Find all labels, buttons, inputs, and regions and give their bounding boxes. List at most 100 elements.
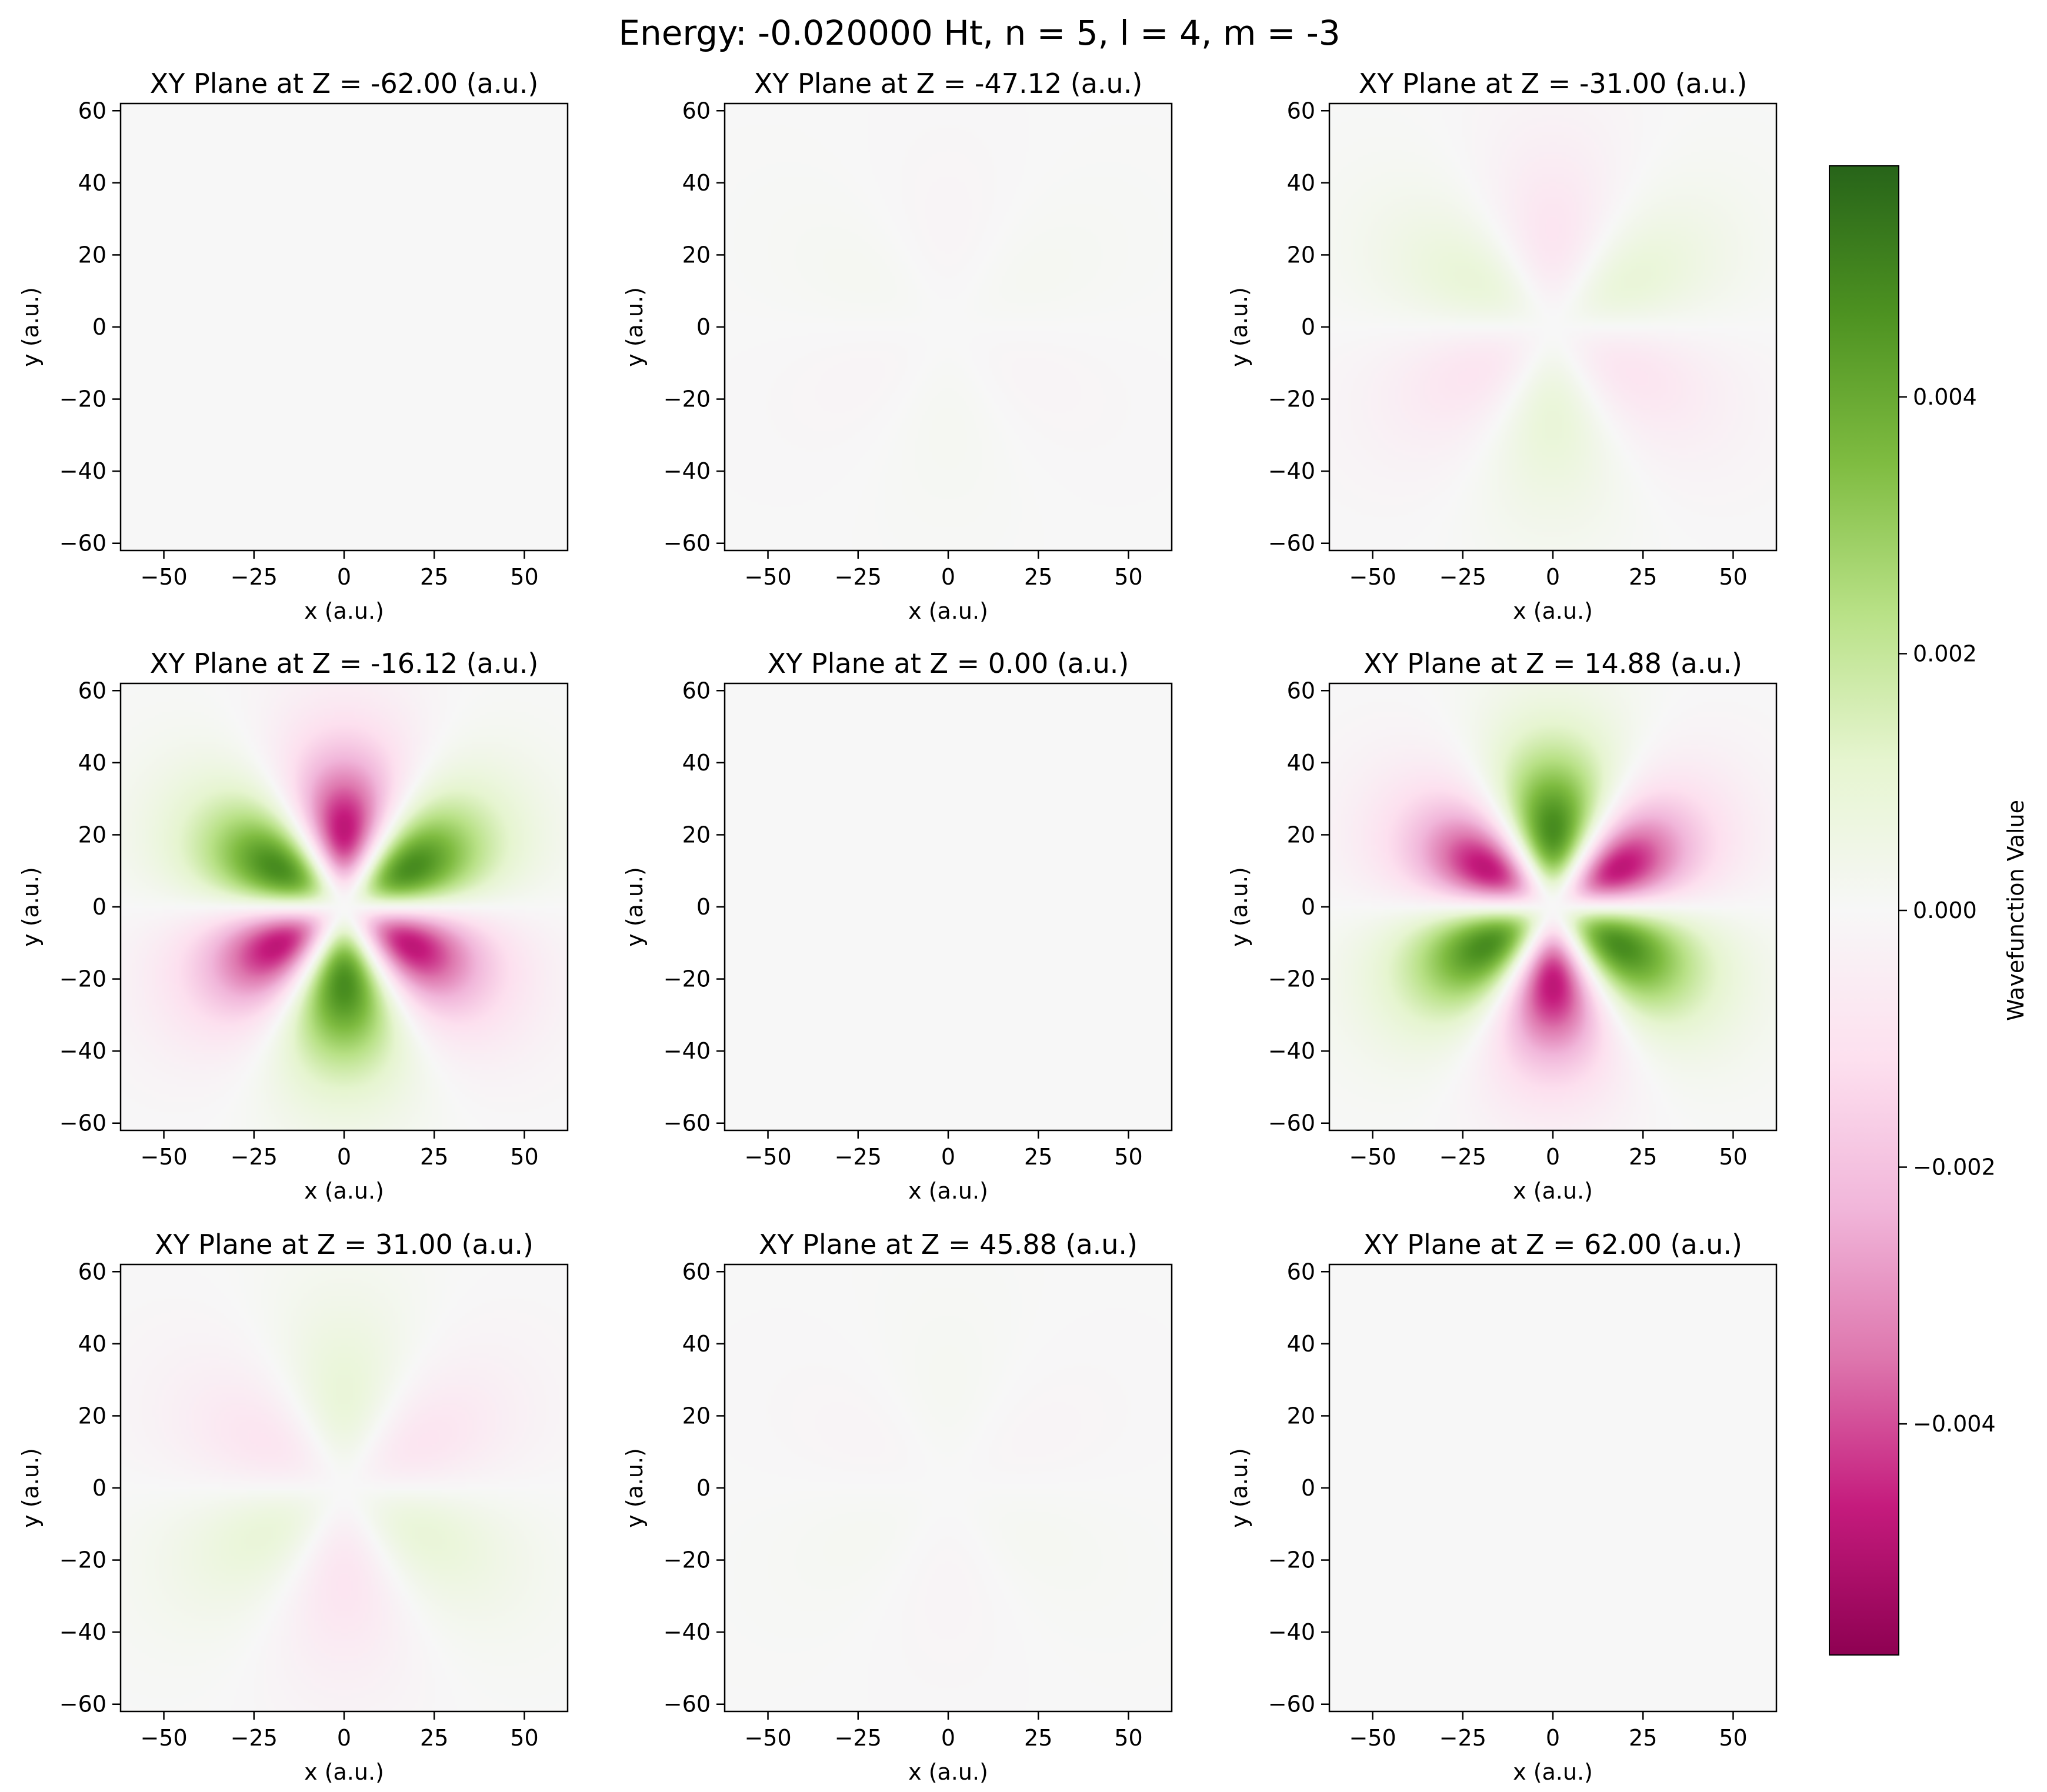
y-tick-label: 60 — [78, 1259, 106, 1284]
x-tick-label: −25 — [835, 1144, 882, 1170]
y-tick-label: 20 — [1287, 1403, 1315, 1429]
panel-grid: XY Plane at Z = -62.00 (a.u.) −50 −25 0 25 50… — [18, 68, 1778, 1785]
panel-title: XY Plane at Z = -62.00 (a.u.) — [150, 68, 539, 99]
y-tick-label: −40 — [664, 1619, 711, 1645]
heatmap-image — [1329, 683, 1776, 1130]
y-tick-label: 20 — [1287, 822, 1315, 847]
x-tick-label: 25 — [1024, 1725, 1052, 1751]
panel-7: XY Plane at Z = 31.00 (a.u.) −50 −25 0 25 50 −… — [18, 1229, 569, 1785]
y-tick-label: 0 — [1301, 314, 1315, 340]
x-tick-label: −50 — [744, 564, 791, 590]
y-tick-label: −20 — [1268, 1547, 1315, 1573]
colorbar-tick-label: 0.002 — [1913, 640, 1977, 666]
heatmap-image — [121, 104, 568, 550]
x-tick-label: −50 — [140, 564, 187, 590]
x-tick-label: −50 — [1349, 1144, 1396, 1170]
y-tick-label: −40 — [1268, 1619, 1315, 1645]
colorbar-tick-label: −0.002 — [1913, 1154, 1996, 1180]
y-tick-label: 60 — [1287, 678, 1315, 703]
panel-title: XY Plane at Z = 14.88 (a.u.) — [1363, 648, 1742, 679]
y-tick-label: −40 — [1268, 458, 1315, 484]
x-axis-label: x (a.u.) — [304, 1759, 384, 1785]
x-tick-label: 25 — [1629, 1144, 1657, 1170]
x-tick-label: −25 — [835, 1725, 882, 1751]
colorbar-gradient — [1829, 165, 1899, 1656]
x-tick-label: −25 — [1439, 1725, 1486, 1751]
x-tick-label: −25 — [231, 1725, 278, 1751]
y-tick-label: 40 — [682, 170, 711, 196]
x-axis-label: x (a.u.) — [1513, 1178, 1593, 1204]
y-tick-label: 60 — [78, 98, 106, 124]
x-tick-label: −25 — [835, 564, 882, 590]
y-tick-label: 0 — [696, 1475, 711, 1501]
colorbar-ticks: 0.004 0.002 0.000 −0.002 −0.004 — [1899, 384, 1996, 1437]
x-tick-label: −25 — [1439, 1144, 1486, 1170]
x-tick-label: 25 — [1024, 1144, 1052, 1170]
y-tick-label: 0 — [696, 314, 711, 340]
colorbar-tick-label: 0.000 — [1913, 897, 1977, 923]
y-tick-label: 40 — [78, 750, 106, 776]
x-tick-label: 25 — [420, 564, 448, 590]
x-tick-label: 0 — [941, 1144, 955, 1170]
y-axis-label: y (a.u.) — [1226, 1448, 1252, 1528]
x-tick-label: 25 — [1629, 564, 1657, 590]
panel-title: XY Plane at Z = 62.00 (a.u.) — [1363, 1229, 1742, 1260]
y-tick-label: −20 — [1268, 386, 1315, 412]
y-tick-label: −60 — [59, 1110, 106, 1136]
panel-title: XY Plane at Z = -16.12 (a.u.) — [150, 648, 539, 679]
y-tick-label: −60 — [664, 530, 711, 556]
colorbar: 0.004 0.002 0.000 −0.002 −0.004 Wavefunction… — [1829, 165, 2029, 1656]
y-tick-label: 40 — [682, 750, 711, 776]
panel-8: XY Plane at Z = 45.88 (a.u.) −50 −25 0 25 50 −… — [622, 1229, 1173, 1785]
y-tick-label: 0 — [92, 1475, 106, 1501]
x-axis-label: x (a.u.) — [1513, 598, 1593, 624]
x-tick-label: 50 — [1719, 1144, 1747, 1170]
x-tick-label: −50 — [744, 1725, 791, 1751]
y-tick-label: 40 — [1287, 170, 1315, 196]
heatmap-image — [725, 683, 1172, 1130]
y-axis-label: y (a.u.) — [1226, 287, 1252, 367]
x-tick-label: 25 — [1024, 564, 1052, 590]
y-tick-label: −20 — [664, 966, 711, 992]
y-tick-label: −20 — [1268, 966, 1315, 992]
y-tick-label: 20 — [78, 822, 106, 847]
y-tick-label: −60 — [59, 1691, 106, 1717]
colorbar-label: Wavefunction Value — [2003, 800, 2029, 1021]
x-tick-label: −25 — [231, 564, 278, 590]
y-tick-label: −20 — [59, 386, 106, 412]
x-tick-label: −50 — [140, 1144, 187, 1170]
y-tick-label: −60 — [664, 1110, 711, 1136]
y-tick-label: 40 — [682, 1331, 711, 1357]
x-tick-label: −50 — [744, 1144, 791, 1170]
y-tick-label: −40 — [664, 1038, 711, 1064]
y-axis-label: y (a.u.) — [18, 287, 44, 367]
y-tick-label: 60 — [1287, 1259, 1315, 1284]
x-tick-label: 50 — [1719, 1725, 1747, 1751]
x-axis-label: x (a.u.) — [908, 1178, 988, 1204]
y-tick-label: −60 — [1268, 530, 1315, 556]
y-tick-label: 60 — [682, 1259, 711, 1284]
y-tick-label: 20 — [682, 1403, 711, 1429]
x-tick-label: −25 — [231, 1144, 278, 1170]
x-tick-label: −50 — [1349, 1725, 1396, 1751]
x-tick-label: 50 — [1114, 1144, 1142, 1170]
panel-5: XY Plane at Z = 0.00 (a.u.) −50 −25 0 25 50 −6… — [622, 648, 1173, 1204]
y-tick-label: 0 — [92, 894, 106, 920]
panel-6: XY Plane at Z = 14.88 (a.u.) −50 −25 0 25 50 −… — [1226, 648, 1778, 1204]
panel-title: XY Plane at Z = 0.00 (a.u.) — [768, 648, 1129, 679]
x-tick-label: 25 — [420, 1725, 448, 1751]
x-axis-label: x (a.u.) — [908, 1759, 988, 1785]
x-tick-label: 25 — [1629, 1725, 1657, 1751]
y-tick-label: −60 — [59, 530, 106, 556]
y-tick-label: 20 — [682, 822, 711, 847]
y-axis-label: y (a.u.) — [622, 867, 648, 947]
y-tick-label: 0 — [696, 894, 711, 920]
y-axis-label: y (a.u.) — [622, 1448, 648, 1528]
x-tick-label: 50 — [1719, 564, 1747, 590]
x-tick-label: 0 — [337, 1725, 351, 1751]
y-tick-label: −20 — [664, 1547, 711, 1573]
y-tick-label: 60 — [682, 678, 711, 703]
x-tick-label: 50 — [510, 1144, 538, 1170]
y-tick-label: −40 — [59, 458, 106, 484]
figure-title: Energy: -0.020000 Ht, n = 5, l = 4, m = … — [618, 13, 1340, 53]
